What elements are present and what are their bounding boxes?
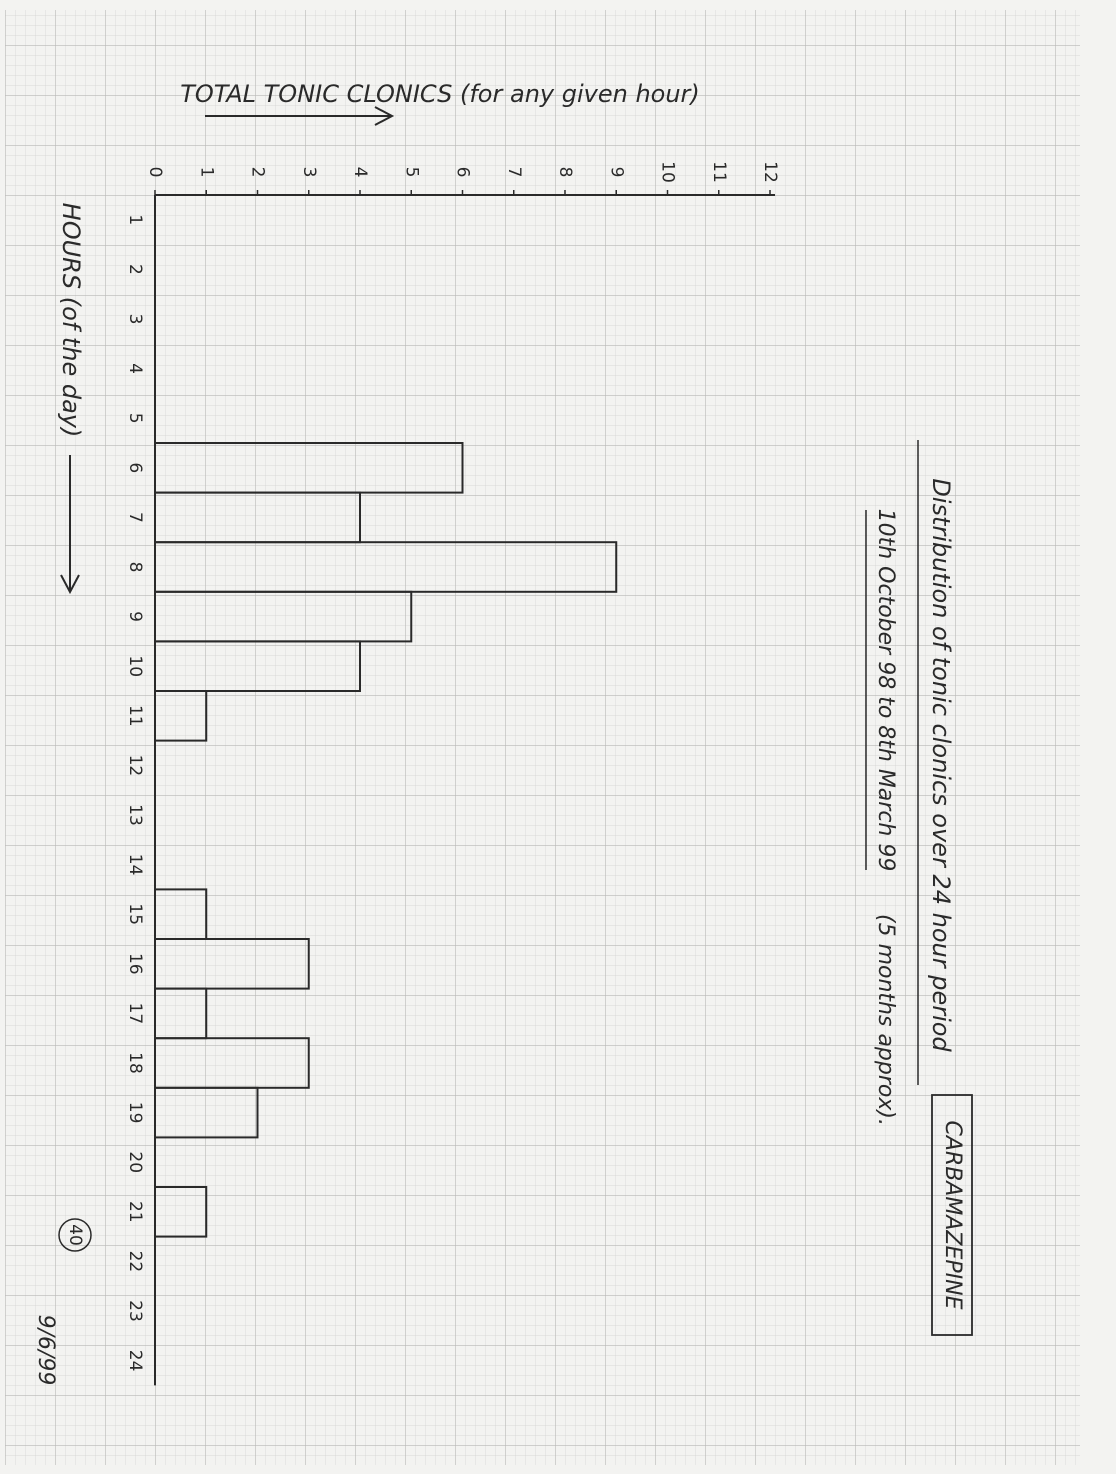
x-tick-label: 0	[145, 167, 165, 178]
y-tick-label: 20	[125, 1151, 145, 1173]
y-tick-label: 22	[125, 1251, 145, 1273]
x-tick-label: 11	[709, 161, 729, 183]
y-tick-label: 17	[125, 1003, 145, 1025]
y-tick-label: 13	[125, 804, 145, 826]
x-tick-label: 1	[196, 167, 216, 178]
x-axis-title: TOTAL TONIC CLONICS (for any given hour)	[180, 80, 700, 108]
y-tick-label: 14	[125, 854, 145, 876]
y-tick-label: 11	[125, 705, 145, 727]
chart-title: Distribution of tonic clonics over 24 ho…	[927, 478, 955, 1052]
x-tick-label: 3	[299, 167, 319, 178]
x-tick-label: 7	[504, 167, 524, 178]
page: {"chart_data": {"type": "bar", "orientat…	[0, 0, 1116, 1470]
y-tick-label: 10	[125, 655, 145, 677]
page-number: 40	[65, 1224, 85, 1246]
x-tick-label: 4	[350, 167, 370, 178]
y-tick-label: 19	[125, 1102, 145, 1124]
y-tick-label: 8	[125, 562, 145, 573]
y-tick-label: 23	[125, 1300, 145, 1322]
y-tick-label: 5	[125, 413, 145, 424]
y-tick-label: 1	[125, 214, 145, 225]
y-tick-label: 24	[125, 1350, 145, 1372]
y-tick-label: 7	[125, 512, 145, 523]
y-tick-label: 18	[125, 1052, 145, 1074]
x-tick-label: 10	[658, 161, 678, 183]
x-tick-label: 5	[401, 167, 421, 178]
y-tick-label: 12	[125, 755, 145, 777]
chart-subtitle: 10th October 98 to 8th March 99	[873, 509, 898, 872]
y-tick-label: 3	[125, 314, 145, 325]
x-tick-label: 8	[555, 167, 575, 178]
y-tick-label: 2	[125, 264, 145, 275]
date: 9/6/99	[33, 1315, 58, 1386]
x-tick-label: 2	[248, 167, 268, 178]
y-axis-title: HOURS (of the day)	[57, 203, 85, 438]
x-tick-label: 12	[760, 161, 780, 183]
drug-label: CARBAMAZEPINE	[940, 1121, 965, 1310]
x-tick-label: 6	[453, 167, 473, 178]
y-tick-label: 16	[125, 953, 145, 975]
y-tick-label: 6	[125, 462, 145, 473]
y-tick-label: 15	[125, 903, 145, 925]
y-tick-label: 21	[125, 1201, 145, 1223]
x-tick-label: 9	[606, 167, 626, 178]
y-tick-label: 4	[125, 363, 145, 374]
chart: TOTAL TONIC CLONICS (for any given hour)…	[0, 0, 1116, 1470]
y-tick-label: 9	[125, 611, 145, 622]
note: (5 months approx).	[873, 914, 898, 1126]
